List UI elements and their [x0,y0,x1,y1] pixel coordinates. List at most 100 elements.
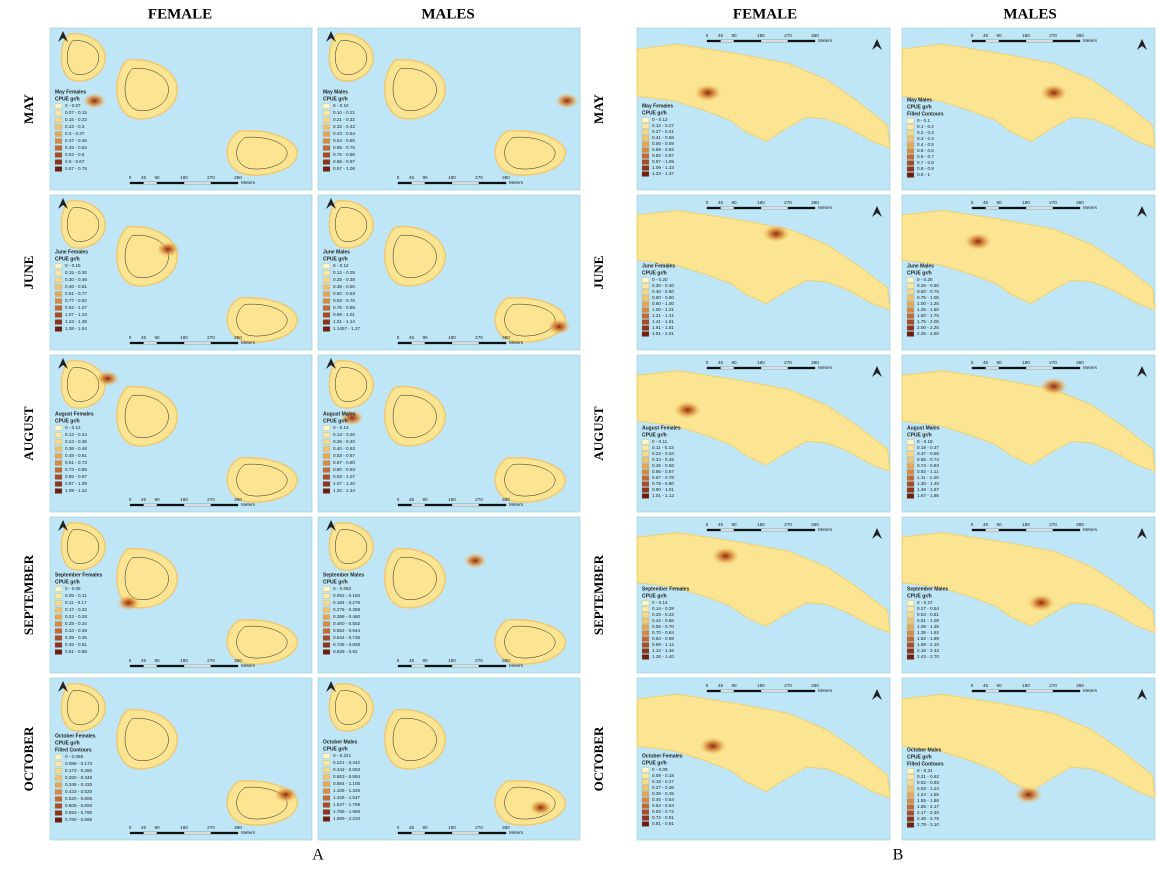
legend-swatch [907,631,914,636]
legend-entry: 0.75 - 1.00 [917,295,939,300]
scale-unit: Meters [818,38,833,43]
scale-label: 90 [154,825,160,830]
scale-segment [721,529,735,531]
scale-label: 270 [207,658,215,663]
legend-swatch [907,787,914,792]
scale-segment [479,342,506,344]
legend-swatch [323,789,330,794]
legend-entry: 0.4 - 0.5 [917,142,934,147]
hotspot [117,595,141,611]
legend-entry: 0.346 - 0.433 [65,782,93,787]
scale-unit: Meters [1083,38,1098,43]
legend-entry: 0.97 - 1.08 [333,166,355,171]
scale-label: 180 [448,335,456,340]
scale-segment [130,182,144,184]
legend-swatch [642,768,649,773]
map-panel: October FemalesCPUE gr/hFilled Contours0… [50,678,312,840]
legend-entry: 1.23 - 1.38 [65,319,87,324]
legend-swatch [907,125,914,130]
legend-entry: 0 - 0.221 [333,753,352,758]
legend-entry: 1.38 - 1.54 [65,326,87,331]
scale-segment [721,690,735,692]
month-label: OCTOBER [21,726,36,791]
legend-swatch [642,148,649,153]
legend-entry: 1.01 - 1.14 [333,319,355,324]
legend-title: June Females [55,249,88,255]
legend-entry: 0.12 - 0.27 [652,123,674,128]
legend-title: June Males [907,263,934,269]
scale-segment [707,529,721,531]
scale-label: 0 [706,683,709,688]
legend-entry: 0.22 - 0.28 [65,614,87,619]
scale-label: 0 [129,825,132,830]
scale-segment [144,342,158,344]
legend-swatch [323,118,330,123]
legend-entry: 1.25 - 1.50 [917,307,939,312]
legend-entry: 0.34 - 0.39 [65,628,87,633]
scale-label: 180 [180,825,188,830]
scale-segment [788,207,815,209]
legend-swatch [323,650,330,655]
hotspot [1040,84,1068,102]
scale-label: 90 [422,658,428,663]
legend-entry: 1.21 - 1.41 [652,313,674,318]
legend-entry: 1.75 - 2.00 [917,319,939,324]
legend-entry: 0.39 - 0.45 [65,635,87,640]
scale-segment [412,832,426,834]
legend-swatch [907,607,914,612]
legend-swatch [323,782,330,787]
scale-segment [130,832,144,834]
legend-swatch [55,313,62,318]
legend-entry: 0.15 - 0.22 [65,117,87,122]
scale-unit: Meters [1083,688,1098,693]
scale-label: 45 [983,683,989,688]
legend-unit: CPUE gr/h [323,256,348,262]
legend-unit: CPUE gr/h [907,593,932,599]
legend-swatch [907,149,914,154]
scale-unit: Meters [241,830,256,835]
legend-swatch [55,454,62,459]
legend-entry: 0.15 - 0.30 [65,270,87,275]
legend-swatch [55,132,62,137]
legend-entry: 0.45 - 0.51 [65,642,87,647]
scale-label: 90 [731,360,737,365]
scale-label: 0 [971,360,974,365]
scale-segment [184,182,211,184]
scale-segment [157,832,184,834]
scale-label: 90 [996,33,1002,38]
legend-swatch [907,155,914,160]
scale-label: 270 [475,175,483,180]
legend-swatch [907,302,914,307]
scale-label: 90 [996,360,1002,365]
column-header: MALES [1003,6,1056,22]
legend-entry: 0.61 - 0.77 [65,291,87,296]
scale-label: 180 [448,658,456,663]
legend-entry: 0.67 - 0.80 [333,460,355,465]
legend-entry: 1.55 - 1.86 [917,798,939,803]
legend-swatch [642,601,649,606]
legend-swatch [55,818,62,823]
legend-swatch [55,153,62,158]
legend-unit: CPUE gr/h [642,270,667,276]
legend-swatch [55,271,62,276]
legend-entry: 1.105 - 1.326 [333,788,361,793]
legend-swatch [323,454,330,459]
scale-segment [211,504,238,506]
legend-entry: 0 - 0.12 [333,263,349,268]
panel-label: B [893,847,904,864]
legend-entry: 1.09 - 1.23 [652,165,674,170]
scale-segment [707,690,721,692]
scale-label: 270 [207,497,215,502]
legend-swatch [323,447,330,452]
scale-label: 270 [475,497,483,502]
legend-swatch [55,615,62,620]
scale-label: 90 [996,522,1002,527]
legend-entry: 0.42 - 0.56 [652,618,674,623]
column-header: FEMALE [148,6,212,22]
legend-swatch [55,327,62,332]
scale-label: 45 [983,360,989,365]
scale-label: 180 [757,33,765,38]
hotspot [712,547,740,565]
legend-entry: 0.442 - 0.663 [333,767,361,772]
